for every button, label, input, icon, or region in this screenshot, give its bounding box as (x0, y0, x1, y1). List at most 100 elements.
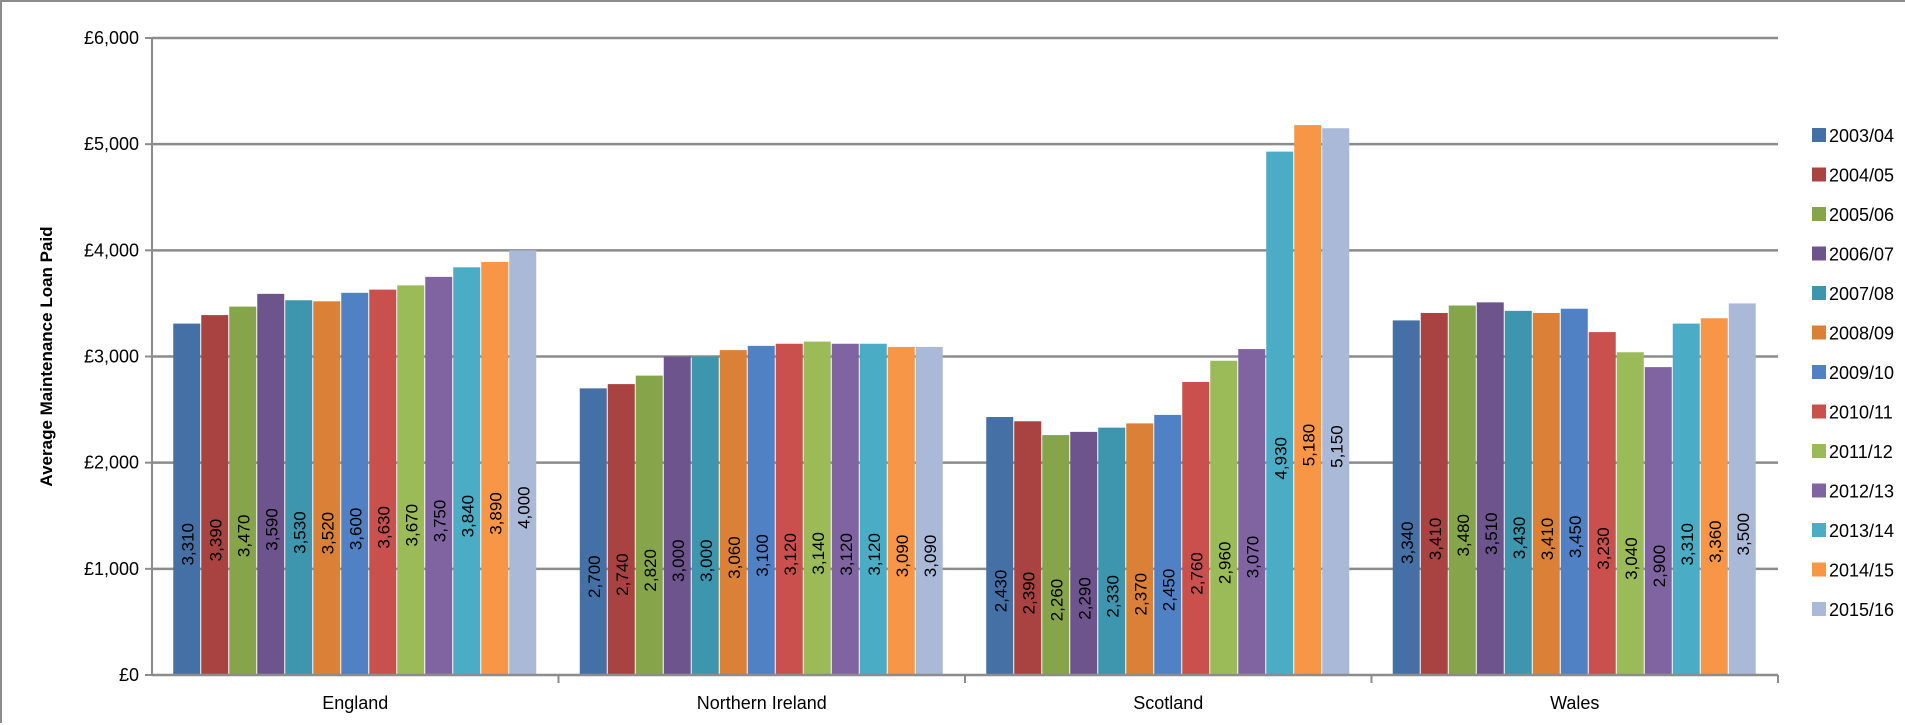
data-label: 3,090 (893, 535, 912, 578)
data-label: 3,500 (1734, 513, 1753, 556)
x-tick-label: England (322, 693, 388, 713)
bar (1392, 320, 1420, 675)
data-label: 4,000 (514, 486, 533, 529)
data-label: 3,000 (669, 539, 688, 582)
data-label: 3,230 (1594, 527, 1613, 570)
legend-swatch (1812, 444, 1826, 458)
data-label: 3,510 (1482, 512, 1501, 555)
y-tick-label: £3,000 (84, 347, 139, 367)
bar (1672, 323, 1700, 675)
data-label: 2,330 (1103, 575, 1122, 618)
data-label: 3,000 (697, 539, 716, 582)
data-label: 3,590 (262, 508, 281, 551)
data-label: 3,670 (402, 504, 421, 547)
bar (1728, 303, 1756, 675)
legend-label: 2010/11 (1829, 403, 1893, 423)
legend-label: 2006/07 (1829, 245, 1894, 265)
data-label: 3,340 (1398, 521, 1417, 564)
data-label: 2,390 (1019, 572, 1038, 615)
bar (397, 285, 425, 675)
data-labels: 3,310 3,390 3,470 3,590 3,530 3,520 3,600 3,630… (178, 424, 1753, 622)
data-label: 2,820 (641, 549, 660, 592)
bar (1504, 310, 1532, 675)
legend-label: 2013/14 (1829, 521, 1894, 541)
legend-label: 2015/16 (1829, 600, 1894, 620)
y-tick-label: £0 (119, 665, 139, 685)
bars (173, 125, 1756, 676)
data-label: 3,120 (781, 533, 800, 576)
bar (313, 301, 341, 675)
bar (859, 343, 887, 675)
x-tick-label: Scotland (1133, 693, 1203, 713)
data-label: 3,750 (430, 500, 449, 543)
bar (1322, 128, 1350, 675)
bar (509, 250, 537, 676)
y-axis-title: Average Maintenance Loan Paid (37, 226, 56, 486)
bar (1238, 349, 1266, 675)
data-label: 3,310 (1678, 523, 1697, 566)
legend-swatch (1812, 167, 1826, 182)
data-label: 3,630 (374, 506, 393, 549)
axes: £0 £1,000 £2,000 £3,000 £4,000 £5,000 £6,000 Av… (37, 28, 1779, 713)
bar (747, 345, 775, 675)
legend-label: 2014/15 (1829, 561, 1894, 581)
legend-label: 2008/09 (1829, 324, 1894, 344)
data-label: 2,430 (991, 570, 1010, 613)
legend-label: 2012/13 (1829, 482, 1894, 502)
legend-swatch (1812, 483, 1826, 498)
data-label: 3,470 (234, 515, 253, 558)
data-label: 3,450 (1566, 516, 1585, 559)
data-label: 3,600 (346, 508, 365, 551)
data-label: 3,310 (178, 523, 197, 566)
data-label: 5,150 (1327, 425, 1346, 468)
bar (341, 292, 369, 675)
bar (1420, 312, 1448, 675)
bar (579, 388, 607, 675)
bar (635, 375, 663, 675)
data-label: 2,700 (585, 555, 604, 598)
data-label: 3,090 (921, 535, 940, 578)
legend-swatch (1812, 128, 1826, 142)
data-label: 3,040 (1622, 537, 1641, 580)
bar (663, 356, 691, 675)
bar (481, 262, 509, 675)
legend-swatch (1812, 602, 1826, 616)
bar (229, 306, 257, 675)
y-tick-label: £5,000 (84, 134, 139, 154)
bar (803, 341, 831, 675)
data-label: 3,890 (486, 492, 505, 535)
data-label: 3,120 (837, 533, 856, 576)
bar (1266, 151, 1294, 675)
data-label: 2,740 (613, 553, 632, 596)
data-label: 3,410 (1426, 518, 1445, 561)
data-label: 3,530 (290, 511, 309, 554)
bar (831, 343, 859, 675)
data-label: 3,070 (1243, 536, 1262, 579)
bar (1448, 305, 1476, 675)
bar (1210, 360, 1238, 675)
bar (1154, 414, 1182, 675)
data-label: 2,370 (1131, 573, 1150, 616)
bar (607, 384, 635, 675)
y-tick-label: £6,000 (84, 28, 139, 48)
legend-swatch (1812, 365, 1826, 379)
bar (201, 315, 229, 675)
bar (173, 323, 201, 675)
legend-swatch (1812, 325, 1826, 340)
data-label: 4,930 (1271, 437, 1290, 480)
bar (1126, 423, 1154, 675)
bar (285, 300, 313, 675)
bar (1294, 125, 1322, 676)
y-tick-label: £4,000 (84, 240, 139, 260)
bar (257, 293, 285, 675)
data-label: 3,360 (1706, 520, 1725, 563)
bar (369, 289, 397, 675)
bar (719, 350, 747, 675)
data-label: 2,760 (1187, 552, 1206, 595)
data-label: 3,140 (809, 532, 828, 575)
data-label: 2,260 (1047, 579, 1066, 622)
bar (691, 356, 719, 675)
bar (1182, 381, 1210, 675)
legend-swatch (1812, 562, 1826, 577)
